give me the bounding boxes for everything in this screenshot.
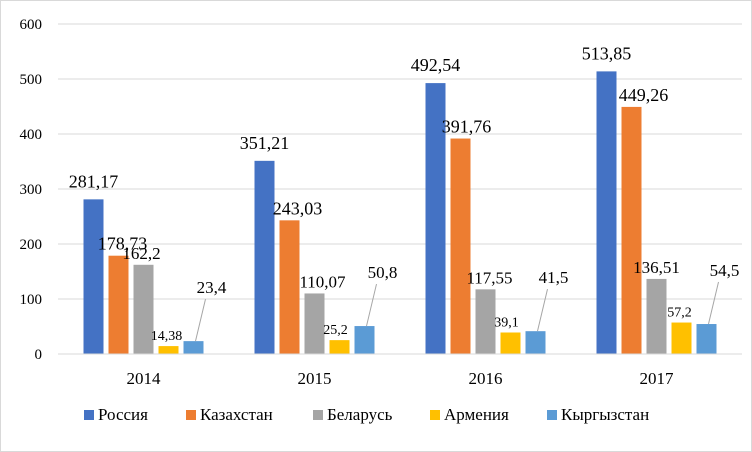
- bar-Казахстан: [279, 220, 300, 354]
- legend-label: Беларусь: [327, 405, 393, 424]
- data-label: 178,73: [98, 234, 148, 254]
- legend-label: Армения: [444, 405, 509, 424]
- y-tick-label: 100: [20, 292, 43, 308]
- bar-Казахстан: [108, 255, 129, 354]
- bar-Беларусь: [304, 293, 325, 354]
- x-tick-label: 2014: [127, 369, 162, 388]
- data-label: 41,5: [539, 268, 569, 287]
- bar-Казахстан: [450, 138, 471, 354]
- bar-Кыргызстан: [354, 326, 375, 354]
- bar-Кыргызстан: [183, 341, 204, 354]
- legend-label: Россия: [98, 405, 148, 424]
- bar-Россия: [425, 83, 446, 354]
- legend-swatch-Кыргызстан: [547, 410, 557, 420]
- data-label: 351,21: [240, 133, 290, 153]
- data-label: 23,4: [197, 278, 227, 297]
- data-label: 513,85: [582, 43, 632, 63]
- data-label: 243,03: [273, 198, 323, 218]
- bar-Россия: [596, 71, 617, 354]
- legend-label: Кыргызстан: [561, 405, 649, 424]
- legend-label: Казахстан: [200, 405, 273, 424]
- y-tick-label: 300: [20, 182, 43, 198]
- legend-swatch-Россия: [84, 410, 94, 420]
- bar-Россия: [254, 160, 275, 354]
- bar-Казахстан: [621, 106, 642, 354]
- x-tick-label: 2017: [640, 369, 675, 388]
- data-label: 162,2: [122, 244, 160, 263]
- x-tick-label: 2016: [469, 369, 503, 388]
- bar-Беларусь: [133, 264, 154, 354]
- bar-Беларусь: [646, 278, 667, 354]
- bar-Армения: [500, 332, 521, 354]
- bar-Кыргызстан: [525, 331, 546, 354]
- bar-Россия: [83, 199, 104, 354]
- y-tick-label: 600: [20, 17, 43, 33]
- data-label: 110,07: [299, 272, 346, 291]
- y-tick-label: 400: [20, 127, 43, 143]
- data-label: 54,5: [710, 261, 740, 280]
- data-label: 281,17: [69, 171, 119, 191]
- data-label: 14,38: [151, 329, 183, 344]
- data-label: 136,51: [633, 258, 680, 277]
- bar-Кыргызстан: [696, 324, 717, 354]
- data-label-leader: [708, 281, 719, 325]
- y-tick-label: 0: [35, 347, 43, 363]
- data-label: 449,26: [619, 85, 669, 105]
- bar-Армения: [671, 322, 692, 354]
- data-label: 39,1: [494, 315, 519, 330]
- data-label: 50,8: [368, 263, 398, 282]
- legend-swatch-Беларусь: [313, 410, 323, 420]
- bar-Армения: [158, 346, 179, 354]
- data-label: 117,55: [466, 268, 512, 287]
- data-label: 57,2: [667, 306, 692, 321]
- data-label-leader: [195, 299, 206, 342]
- bar-Армения: [329, 340, 350, 354]
- data-label-leader: [366, 283, 377, 327]
- legend-swatch-Армения: [430, 410, 440, 420]
- data-label: 391,76: [442, 117, 492, 137]
- legend-swatch-Казахстан: [186, 410, 196, 420]
- bar-Беларусь: [475, 289, 496, 354]
- data-label: 25,2: [323, 323, 348, 338]
- x-tick-label: 2015: [298, 369, 332, 388]
- data-label: 492,54: [411, 55, 461, 75]
- y-tick-label: 200: [20, 237, 43, 253]
- y-tick-label: 500: [20, 72, 43, 88]
- data-label-leader: [537, 289, 548, 332]
